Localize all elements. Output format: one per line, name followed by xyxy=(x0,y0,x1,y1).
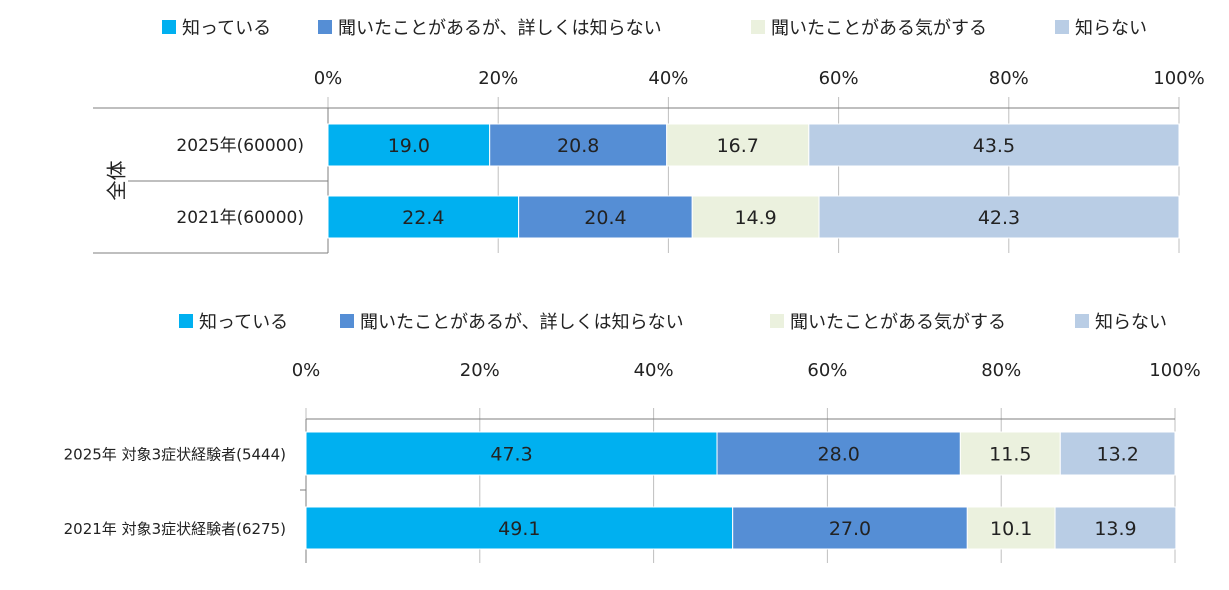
category-label: 2025年(60000) xyxy=(176,136,304,156)
x-tick-label: 20% xyxy=(478,68,518,89)
data-label: 20.4 xyxy=(584,207,626,229)
legend-item: 知っている xyxy=(162,18,271,39)
x-tick-label: 60% xyxy=(807,360,847,381)
data-label: 19.0 xyxy=(388,135,430,157)
bar-segment xyxy=(818,195,1180,239)
x-tick-label: 80% xyxy=(989,68,1029,89)
bar-segment xyxy=(959,431,1061,476)
x-tick-label: 60% xyxy=(819,68,859,89)
legend-item: 知らない xyxy=(1055,18,1147,39)
legend-item: 知らない xyxy=(1075,312,1167,333)
x-tick-label: 20% xyxy=(460,360,500,381)
category-label: 2025年 対象3症状経験者(5444) xyxy=(64,446,286,464)
bar-segment xyxy=(1059,431,1176,476)
bar-segment xyxy=(966,506,1056,550)
group-label: 全体 xyxy=(105,161,129,201)
legend-item: 聞いたことがあるが、詳しくは知らない xyxy=(340,312,684,333)
x-tick-label: 0% xyxy=(314,68,343,89)
legend-label: 聞いたことがある気がする xyxy=(790,312,1006,333)
bar-segment xyxy=(716,431,961,476)
legend-item: 聞いたことがある気がする xyxy=(751,18,987,39)
legend-swatch xyxy=(1075,314,1089,328)
bar-segment xyxy=(327,195,520,239)
legend-swatch xyxy=(770,314,784,328)
data-label: 11.5 xyxy=(989,444,1031,466)
x-tick-label: 0% xyxy=(292,360,321,381)
x-tick-label: 100% xyxy=(1153,68,1204,89)
bar-segment xyxy=(305,431,718,476)
x-tick-label: 40% xyxy=(648,68,688,89)
legend-label: 聞いたことがあるが、詳しくは知らない xyxy=(338,18,662,39)
data-label: 49.1 xyxy=(498,518,540,540)
legend-swatch xyxy=(1055,20,1069,34)
bar-segment xyxy=(666,123,810,167)
data-label: 27.0 xyxy=(829,518,871,540)
data-label: 28.0 xyxy=(818,444,860,466)
category-label: 2021年(60000) xyxy=(176,208,304,228)
data-label: 43.5 xyxy=(973,135,1015,157)
category-label: 2021年 対象3症状経験者(6275) xyxy=(64,520,286,538)
chart-1: 知っている 聞いたことがあるが、詳しくは知らない 聞いたことがある気がする 知らない 0… xyxy=(93,18,1205,254)
x-tick-label: 80% xyxy=(981,360,1021,381)
data-label: 10.1 xyxy=(990,518,1032,540)
data-label: 14.9 xyxy=(734,207,776,229)
legend-label: 知らない xyxy=(1075,18,1147,39)
legend-swatch xyxy=(318,20,332,34)
data-label: 47.3 xyxy=(490,444,532,466)
bar-segment xyxy=(732,506,968,550)
x-tick-label: 100% xyxy=(1149,360,1200,381)
bar-segment xyxy=(1054,506,1177,550)
bar-segment xyxy=(808,123,1180,167)
legend-swatch xyxy=(179,314,193,328)
legend-label: 知っている xyxy=(199,312,288,333)
x-tick-label: 40% xyxy=(634,360,674,381)
legend-item: 聞いたことがあるが、詳しくは知らない xyxy=(318,18,662,39)
data-label: 13.2 xyxy=(1096,444,1138,466)
legend-label: 知っている xyxy=(182,18,271,39)
legend-label: 聞いたことがある気がする xyxy=(771,18,987,39)
legend-label: 知らない xyxy=(1095,312,1167,333)
chart-2: 知っている 聞いたことがあるが、詳しくは知らない 聞いたことがある気がする 知らない 0… xyxy=(64,312,1201,563)
bar-segment xyxy=(489,123,668,167)
legend: 知っている 聞いたことがあるが、詳しくは知らない 聞いたことがある気がする 知らない xyxy=(162,18,1147,39)
legend-swatch xyxy=(162,20,176,34)
data-label: 42.3 xyxy=(978,207,1020,229)
data-label: 13.9 xyxy=(1094,518,1136,540)
bar-segment xyxy=(691,195,820,239)
data-label: 22.4 xyxy=(402,207,444,229)
legend-item: 聞いたことがある気がする xyxy=(770,312,1006,333)
data-label: 16.7 xyxy=(717,135,759,157)
legend-item: 知っている xyxy=(179,312,288,333)
bar-segment xyxy=(518,195,693,239)
legend-swatch xyxy=(340,314,354,328)
data-label: 20.8 xyxy=(557,135,599,157)
legend: 知っている 聞いたことがあるが、詳しくは知らない 聞いたことがある気がする 知らない xyxy=(179,312,1167,333)
legend-swatch xyxy=(751,20,765,34)
legend-label: 聞いたことがあるが、詳しくは知らない xyxy=(360,312,684,333)
